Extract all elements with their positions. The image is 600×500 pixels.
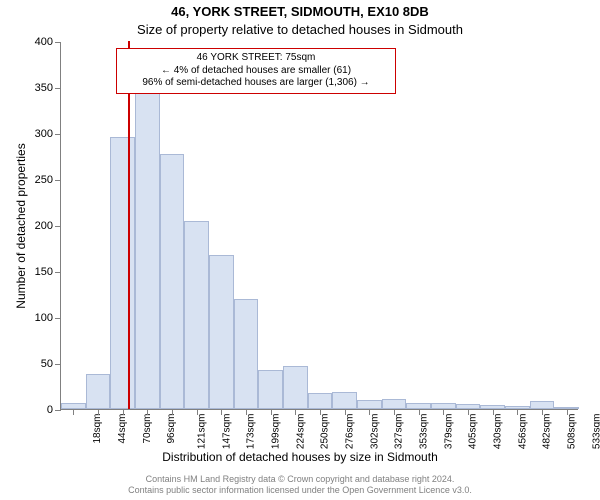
property-marker-line — [128, 41, 130, 409]
x-tick — [246, 409, 247, 415]
y-tick-label: 50 — [21, 358, 53, 370]
x-tick — [123, 409, 124, 415]
x-tick — [394, 409, 395, 415]
y-tick-label: 150 — [21, 266, 53, 278]
title-main: 46, YORK STREET, SIDMOUTH, EX10 8DB — [0, 4, 600, 19]
x-tick — [419, 409, 420, 415]
chart-container: 46, YORK STREET, SIDMOUTH, EX10 8DB Size… — [0, 0, 600, 500]
y-tick-label: 200 — [21, 220, 53, 232]
histogram-bar — [332, 392, 357, 409]
x-tick — [493, 409, 494, 415]
x-tick-label: 44sqm — [117, 414, 128, 444]
x-tick-label: 70sqm — [142, 414, 153, 444]
x-tick-label: 430sqm — [493, 414, 504, 450]
histogram-bar — [308, 393, 333, 409]
y-tick — [55, 88, 61, 89]
x-tick — [567, 409, 568, 415]
x-tick-label: 508sqm — [567, 414, 578, 450]
x-tick-label: 405sqm — [468, 414, 479, 450]
y-tick — [55, 272, 61, 273]
y-tick-label: 350 — [21, 82, 53, 94]
y-tick-label: 400 — [21, 36, 53, 48]
x-tick — [468, 409, 469, 415]
histogram-bar — [530, 401, 555, 409]
x-tick — [517, 409, 518, 415]
footer-attribution: Contains HM Land Registry data © Crown c… — [0, 474, 600, 496]
x-tick-label: 18sqm — [92, 414, 103, 444]
x-tick-label: 173sqm — [246, 414, 257, 450]
x-axis-label: Distribution of detached houses by size … — [0, 450, 600, 464]
x-tick — [221, 409, 222, 415]
x-tick-label: 199sqm — [271, 414, 282, 450]
x-tick-label: 96sqm — [166, 414, 177, 444]
y-tick — [55, 42, 61, 43]
annotation-box: 46 YORK STREET: 75sqm← 4% of detached ho… — [116, 48, 396, 94]
x-tick — [443, 409, 444, 415]
histogram-bar — [258, 370, 283, 409]
y-tick — [55, 180, 61, 181]
x-tick — [320, 409, 321, 415]
histogram-bar — [86, 374, 111, 409]
histogram-bar — [184, 221, 209, 409]
x-tick-label: 379sqm — [443, 414, 454, 450]
x-tick-label: 302sqm — [369, 414, 380, 450]
x-tick — [98, 409, 99, 415]
footer-line2: Contains public sector information licen… — [128, 485, 472, 495]
x-tick — [295, 409, 296, 415]
x-tick — [345, 409, 346, 415]
histogram-bar — [382, 399, 407, 409]
x-tick — [271, 409, 272, 415]
y-tick-label: 0 — [21, 404, 53, 416]
x-tick-label: 147sqm — [221, 414, 232, 450]
x-tick-label: 482sqm — [542, 414, 553, 450]
histogram-bar — [209, 255, 234, 409]
y-tick — [55, 134, 61, 135]
x-tick-label: 353sqm — [419, 414, 430, 450]
y-tick — [55, 318, 61, 319]
x-tick — [147, 409, 148, 415]
x-tick — [73, 409, 74, 415]
x-tick-label: 121sqm — [197, 414, 208, 450]
x-tick — [197, 409, 198, 415]
y-tick-label: 100 — [21, 312, 53, 324]
histogram-bar — [283, 366, 308, 409]
x-tick — [542, 409, 543, 415]
x-tick — [369, 409, 370, 415]
y-tick — [55, 226, 61, 227]
title-sub: Size of property relative to detached ho… — [0, 22, 600, 37]
histogram-bar — [135, 90, 160, 409]
y-tick — [55, 410, 61, 411]
histogram-bar — [110, 137, 135, 409]
x-tick-label: 327sqm — [394, 414, 405, 450]
x-tick — [172, 409, 173, 415]
x-tick-label: 456sqm — [517, 414, 528, 450]
x-tick-label: 276sqm — [345, 414, 356, 450]
histogram-bar — [160, 154, 185, 409]
y-tick — [55, 364, 61, 365]
x-tick-label: 224sqm — [295, 414, 306, 450]
plot-area: 05010015020025030035040018sqm44sqm70sqm9… — [60, 42, 578, 410]
histogram-bar — [357, 400, 382, 409]
x-tick-label: 533sqm — [591, 414, 600, 450]
footer-line1: Contains HM Land Registry data © Crown c… — [146, 474, 455, 484]
histogram-bar — [234, 299, 259, 409]
y-tick-label: 300 — [21, 128, 53, 140]
y-tick-label: 250 — [21, 174, 53, 186]
x-tick-label: 250sqm — [320, 414, 331, 450]
